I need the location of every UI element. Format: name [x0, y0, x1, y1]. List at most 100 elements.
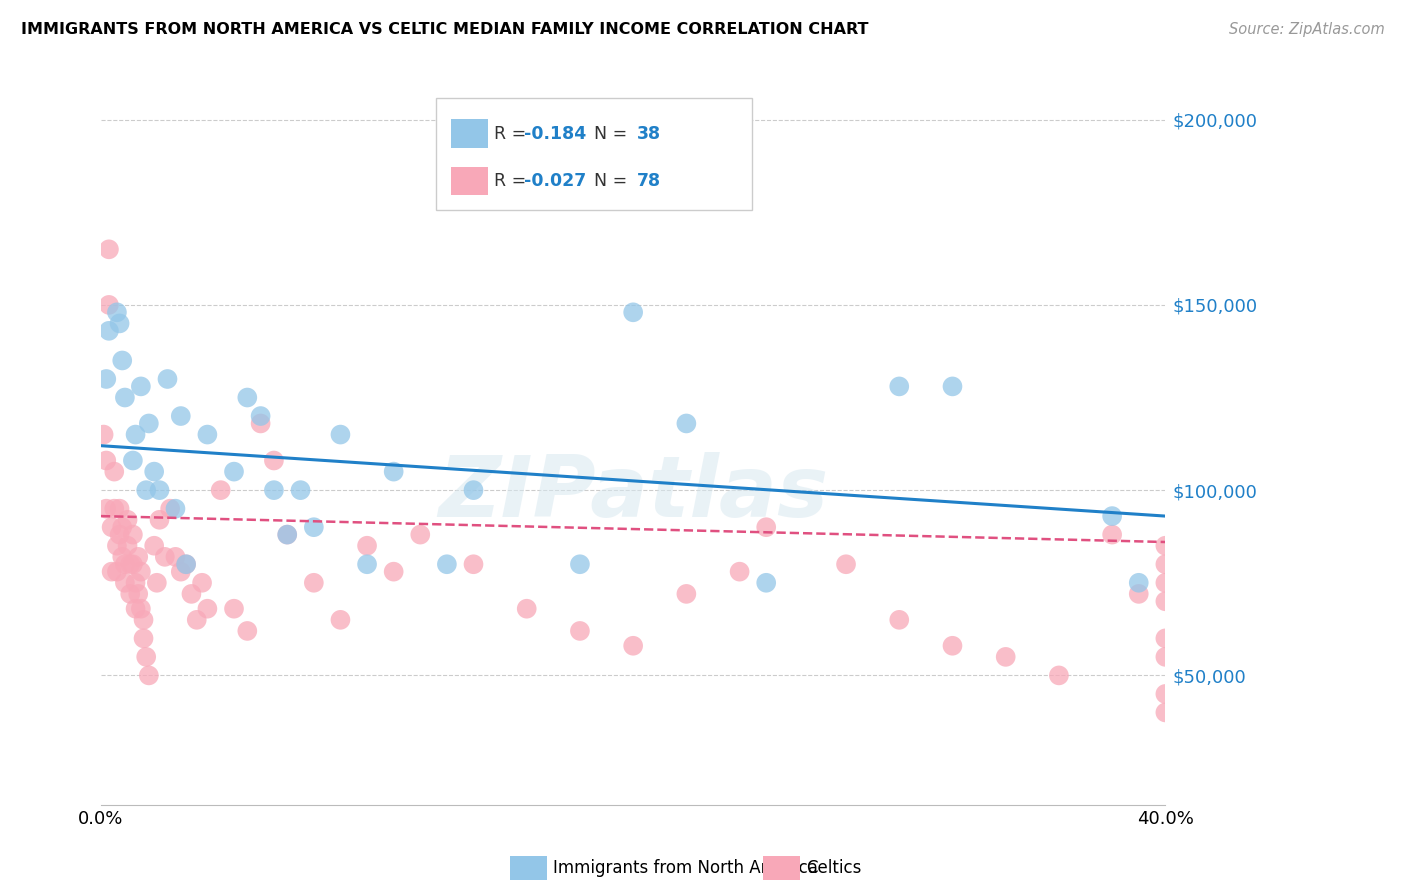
Point — [108, 501, 131, 516]
Point — [138, 417, 160, 431]
Point — [1154, 706, 1177, 720]
Point — [356, 539, 378, 553]
Point — [174, 558, 197, 572]
Point — [93, 427, 115, 442]
Point — [409, 527, 432, 541]
Point — [156, 372, 179, 386]
Point — [436, 558, 458, 572]
Point — [755, 575, 778, 590]
Point — [114, 558, 136, 572]
Point — [108, 317, 131, 331]
Point — [153, 549, 176, 564]
Point — [1128, 587, 1150, 601]
Point — [191, 575, 214, 590]
Point — [170, 565, 193, 579]
Point — [941, 379, 963, 393]
Point — [835, 558, 858, 572]
Point — [143, 465, 166, 479]
Point — [124, 427, 146, 442]
Text: Celtics: Celtics — [806, 859, 860, 877]
Point — [1154, 649, 1177, 664]
Point — [105, 565, 128, 579]
Point — [120, 587, 142, 601]
Point — [170, 409, 193, 423]
Point — [108, 527, 131, 541]
Point — [148, 513, 170, 527]
Point — [302, 575, 325, 590]
Point — [100, 565, 122, 579]
Point — [209, 483, 232, 497]
Point — [165, 549, 187, 564]
Point — [463, 558, 485, 572]
Point — [97, 324, 120, 338]
Point — [222, 465, 245, 479]
Point — [1154, 539, 1177, 553]
Point — [127, 587, 149, 601]
Point — [249, 417, 271, 431]
Point — [276, 527, 298, 541]
Point — [132, 613, 155, 627]
Point — [114, 575, 136, 590]
Point — [382, 465, 405, 479]
Point — [124, 601, 146, 615]
Point — [129, 601, 152, 615]
Point — [122, 527, 145, 541]
Point — [621, 639, 644, 653]
Point — [105, 305, 128, 319]
Point — [276, 527, 298, 541]
Point — [356, 558, 378, 572]
Point — [728, 565, 751, 579]
Point — [143, 539, 166, 553]
Text: N =: N = — [583, 125, 633, 143]
Point — [1154, 594, 1177, 608]
Point — [1047, 668, 1070, 682]
Point — [1154, 687, 1177, 701]
Point — [1154, 575, 1177, 590]
Point — [889, 379, 911, 393]
Text: R =: R = — [494, 125, 531, 143]
Point — [302, 520, 325, 534]
Point — [249, 409, 271, 423]
Point — [236, 391, 259, 405]
Point — [96, 453, 118, 467]
Text: ZIPatlas: ZIPatlas — [439, 452, 828, 535]
Point — [127, 549, 149, 564]
Text: 38: 38 — [637, 125, 661, 143]
Point — [117, 539, 139, 553]
Point — [97, 243, 120, 257]
Text: Source: ZipAtlas.com: Source: ZipAtlas.com — [1229, 22, 1385, 37]
Point — [675, 587, 697, 601]
Point — [463, 483, 485, 497]
Point — [755, 520, 778, 534]
Point — [111, 549, 134, 564]
Point — [117, 513, 139, 527]
Point — [382, 565, 405, 579]
Point — [148, 483, 170, 497]
Point — [100, 520, 122, 534]
Point — [174, 558, 197, 572]
Point — [621, 305, 644, 319]
Point — [135, 649, 157, 664]
Point — [103, 501, 125, 516]
Point — [568, 624, 591, 638]
Point — [122, 558, 145, 572]
Point — [1101, 527, 1123, 541]
Point — [103, 465, 125, 479]
Point — [105, 539, 128, 553]
Point — [146, 575, 169, 590]
Point — [124, 575, 146, 590]
Point — [111, 520, 134, 534]
Point — [129, 565, 152, 579]
Point — [236, 624, 259, 638]
Point — [1128, 575, 1150, 590]
Text: Immigrants from North America: Immigrants from North America — [553, 859, 817, 877]
Point — [197, 601, 219, 615]
Point — [138, 668, 160, 682]
Point — [675, 417, 697, 431]
Text: -0.027: -0.027 — [524, 172, 586, 190]
Point — [994, 649, 1017, 664]
Point — [1101, 509, 1123, 524]
Point — [129, 379, 152, 393]
Point — [329, 427, 352, 442]
Point — [111, 353, 134, 368]
